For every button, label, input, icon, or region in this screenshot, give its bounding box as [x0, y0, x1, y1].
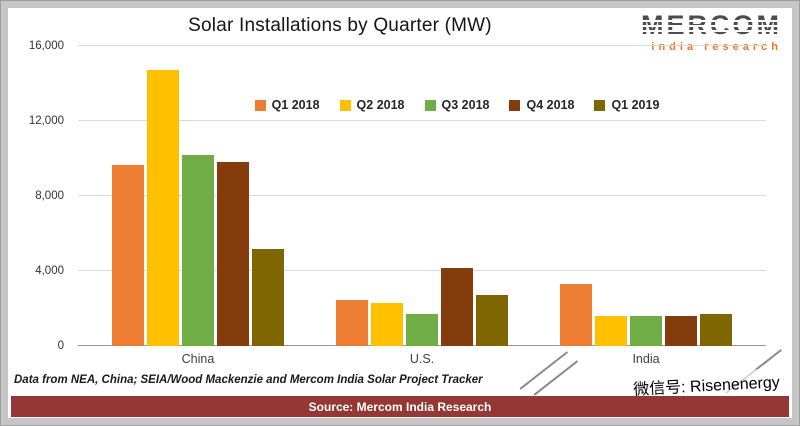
bar-q1-2019-u-s: [476, 295, 508, 346]
bar-q1-2019-china: [252, 248, 284, 346]
legend-label: Q2 2018: [356, 98, 405, 112]
bar-q1-2018-india: [560, 284, 592, 346]
legend: Q1 2018 Q2 2018 Q3 2018 Q4 2018 Q1 2019: [113, 98, 792, 112]
bar-q3-2018-u-s: [406, 314, 438, 346]
x-axis-label-india: India: [632, 352, 660, 366]
data-note: Data from NEA, China; SEIA/Wood Mackenzi…: [14, 374, 483, 386]
x-axis-labels: China U.S. India: [78, 352, 766, 366]
bar-q1-2018-china: [112, 165, 144, 346]
bar-q4-2018-u-s: [441, 268, 473, 346]
gridline: [78, 120, 766, 121]
watermark-line: [533, 360, 578, 396]
legend-swatch-q1-2019: [594, 99, 606, 111]
mercom-logo-wordmark: MERCOM: [641, 10, 782, 40]
source-text: Source: Mercom India Research: [308, 399, 492, 414]
plot-area: Q1 2018 Q2 2018 Q3 2018 Q4 2018 Q1 2019: [78, 45, 766, 346]
chart-canvas: Solar Installations by Quarter (MW) MERC…: [8, 8, 792, 418]
gridline: [78, 195, 766, 196]
bar-q1-2018-u-s: [336, 300, 368, 346]
source-bar: Source: Mercom India Research: [11, 396, 789, 417]
legend-label: Q1 2018: [271, 98, 320, 112]
bar-q2-2018-china: [147, 70, 179, 346]
y-axis-tick-label: 8,000: [35, 190, 64, 202]
bar-q4-2018-china: [217, 162, 249, 346]
x-axis-label-u-s: U.S.: [409, 352, 435, 366]
legend-label: Q1 2019: [611, 98, 660, 112]
x-axis-label-china: China: [181, 352, 215, 366]
chart-title: Solar Installations by Quarter (MW): [188, 15, 492, 36]
bar-group-india: [560, 46, 732, 346]
mercom-logo-subtitle: india research: [651, 41, 782, 53]
legend-swatch-q4-2018: [509, 99, 521, 111]
y-axis-tick-label: 16,000: [28, 40, 64, 52]
y-axis-tick-label: 0: [57, 340, 64, 352]
bar-q4-2018-india: [665, 316, 697, 346]
y-axis-tick-label: 4,000: [35, 265, 64, 277]
bar-q3-2018-india: [630, 316, 662, 346]
legend-item-q3-2018: Q3 2018: [424, 98, 490, 112]
gridline: [78, 270, 766, 271]
legend-item-q1-2018: Q1 2018: [254, 98, 320, 112]
bar-q2-2018-u-s: [371, 302, 403, 346]
legend-item-q1-2019: Q1 2019: [594, 98, 659, 112]
bar-q2-2018-india: [595, 316, 627, 346]
legend-item-q4-2018: Q4 2018: [509, 98, 574, 112]
legend-item-q2-2018: Q2 2018: [339, 98, 405, 112]
gridline: [78, 45, 766, 46]
legend-label: Q3 2018: [441, 98, 490, 112]
y-axis-tick-label: 12,000: [28, 115, 64, 127]
bar-groups: [78, 46, 766, 346]
bar-group-china: [112, 46, 284, 346]
legend-swatch-q1-2018: [254, 99, 266, 111]
legend-swatch-q2-2018: [339, 99, 351, 111]
legend-swatch-q3-2018: [424, 99, 436, 111]
mercom-logo: MERCOM india research: [641, 12, 782, 53]
bar-q3-2018-china: [182, 154, 214, 346]
legend-label: Q4 2018: [526, 98, 575, 112]
bar-group-u-s: [336, 46, 508, 346]
bar-q1-2019-india: [700, 314, 732, 346]
y-axis: 0 4,000 8,000 12,000 16,000: [8, 40, 72, 352]
